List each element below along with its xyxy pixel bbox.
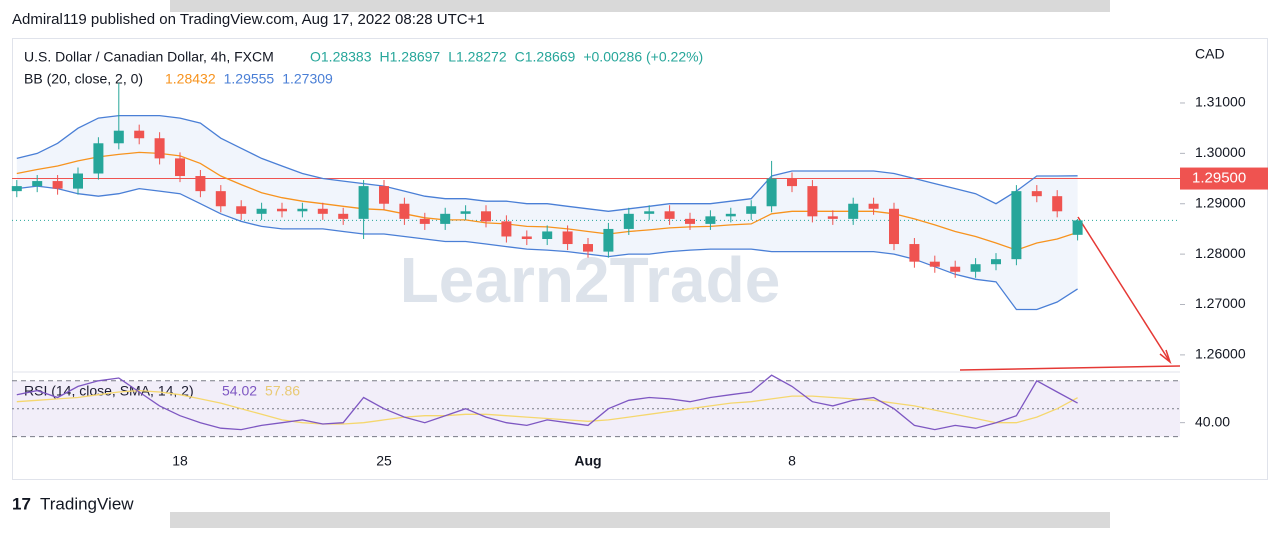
- x-tick-label: 18: [172, 453, 188, 469]
- candle-body: [154, 138, 165, 159]
- rsi-value: 57.86: [265, 383, 300, 399]
- candle-body: [827, 216, 838, 219]
- ohlc-label: C1.28669: [515, 49, 576, 65]
- rsi-value: 54.02: [222, 383, 257, 399]
- candle-body: [32, 181, 43, 187]
- annotation-arrowhead: [1159, 349, 1172, 365]
- top-band: [170, 0, 1110, 12]
- candle-body: [1052, 196, 1063, 212]
- footer-logo: 17: [12, 494, 31, 513]
- candle-body: [175, 158, 185, 177]
- candle-body: [868, 203, 879, 209]
- footer-brand: TradingView: [40, 494, 134, 513]
- candle-body: [725, 213, 736, 217]
- bb-fill: [16, 115, 1078, 310]
- annotation-line: [959, 365, 1181, 371]
- candle-body: [113, 130, 124, 144]
- candle-body: [134, 130, 145, 139]
- y-tick-label: 1.28000: [1195, 245, 1246, 261]
- symbol-title: U.S. Dollar / Canadian Dollar, 4h, FXCM: [24, 49, 274, 65]
- indicator-value: 1.29555: [224, 71, 275, 87]
- candle-body: [950, 266, 961, 272]
- candle-body: [195, 176, 206, 192]
- candle-body: [746, 206, 757, 214]
- candle-body: [929, 261, 940, 267]
- y-tick-label: 40.00: [1195, 413, 1230, 429]
- rsi-sma-line: [16, 389, 1078, 425]
- candle-body: [889, 208, 899, 245]
- rsi-title: RSI (14, close, SMA, 14, 2): [24, 383, 194, 399]
- candle-body: [991, 259, 1001, 265]
- x-tick-label: Aug: [574, 453, 601, 469]
- candle-body: [909, 244, 920, 262]
- candle-body: [399, 203, 410, 219]
- y-tick-label: 1.26000: [1195, 346, 1246, 362]
- candle-body: [787, 178, 797, 187]
- candle-body: [644, 211, 655, 214]
- candle-body: [93, 143, 104, 174]
- candle-body: [848, 203, 859, 219]
- candle-body: [562, 231, 573, 245]
- indicator-value: 1.28432: [165, 71, 216, 87]
- candle-body: [297, 208, 308, 212]
- candle-body: [603, 228, 614, 252]
- candle-body: [460, 211, 471, 214]
- candle-body: [583, 244, 593, 252]
- candle-body: [277, 208, 287, 212]
- price-label-box: [1180, 167, 1268, 190]
- indicator-value: 1.27309: [282, 71, 333, 87]
- bb-lower: [16, 185, 1078, 311]
- candle-body: [419, 218, 430, 224]
- candle-body: [807, 186, 818, 217]
- candle-body: [317, 208, 328, 214]
- x-tick-label: 25: [376, 453, 392, 469]
- y-tick-label: 1.31000: [1195, 94, 1246, 110]
- ohlc-label: L1.28272: [448, 49, 507, 65]
- rsi-line: [16, 374, 1078, 431]
- candle-body: [481, 211, 491, 222]
- bottom-band: [170, 512, 1110, 528]
- candle-body: [501, 221, 512, 237]
- y-tick-label: 1.29000: [1195, 194, 1246, 210]
- candle-body: [73, 173, 83, 189]
- candle-body: [52, 181, 63, 189]
- candle-body: [705, 216, 716, 224]
- rsi-zone: [12, 380, 1180, 437]
- watermark: Learn2Trade: [400, 244, 781, 316]
- candle-body: [379, 186, 389, 204]
- header: Admiral119 published on TradingView.com,…: [12, 11, 485, 28]
- candle-body: [1072, 220, 1083, 235]
- currency-label: CAD: [1195, 46, 1225, 62]
- annotation-arrow: [1077, 216, 1171, 363]
- candle-body: [970, 264, 981, 272]
- candle-body: [542, 231, 553, 240]
- chart-frame: [12, 38, 1268, 480]
- candle-body: [440, 213, 451, 224]
- candle-body: [1011, 191, 1022, 260]
- candle-body: [623, 213, 634, 229]
- candle-body: [256, 208, 267, 214]
- candle-body: [1031, 191, 1042, 197]
- candle-body: [11, 186, 22, 192]
- candle-body: [521, 236, 532, 240]
- ohlc-label: +0.00286 (+0.22%): [583, 49, 703, 65]
- bb-upper: [16, 114, 1078, 212]
- candle-body: [358, 186, 369, 219]
- y-tick-label: 1.27000: [1195, 295, 1246, 311]
- candle-body: [664, 211, 675, 219]
- price-label: 1.29500: [1192, 170, 1246, 187]
- ohlc-label: O1.28383: [310, 49, 372, 65]
- candle-body: [338, 213, 349, 219]
- candle-body: [685, 218, 695, 224]
- candle-body: [215, 191, 226, 207]
- y-tick-label: 1.30000: [1195, 144, 1246, 160]
- candle-body: [236, 206, 247, 214]
- indicator-title: BB (20, close, 2, 0): [24, 71, 143, 87]
- ohlc-label: H1.28697: [380, 49, 441, 65]
- candle-body: [766, 178, 777, 207]
- x-tick-label: 8: [788, 453, 796, 469]
